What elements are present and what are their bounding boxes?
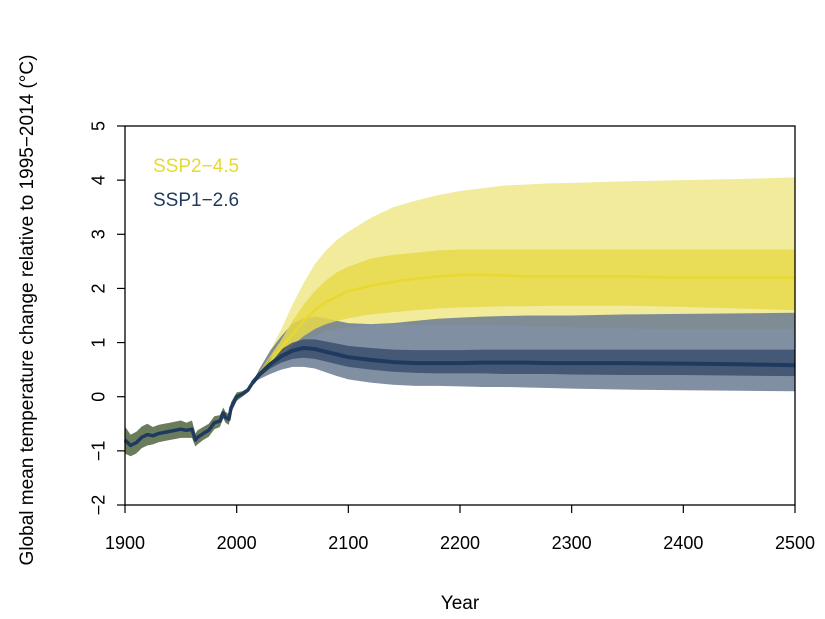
- x-tick-label: 2500: [775, 533, 815, 553]
- y-tick-label: 5: [88, 121, 108, 131]
- legend: SSP2−4.5 SSP1−2.6: [153, 156, 239, 211]
- y-tick-label: 3: [88, 229, 108, 239]
- ssp126-median-line: [250, 345, 796, 385]
- y-axis: −2 −1 0 1 2 3 4 5: [88, 121, 125, 515]
- y-tick-label: 1: [88, 338, 108, 348]
- historical-band: [125, 380, 253, 457]
- y-axis-title: Global mean temperature change relative …: [17, 55, 38, 566]
- x-tick-label: 1900: [105, 533, 145, 553]
- series-lines: [123, 273, 796, 448]
- historical-line: [123, 382, 254, 448]
- legend-entry-ssp126: SSP1−2.6: [153, 190, 239, 211]
- ssp245-median-line: [251, 273, 795, 384]
- x-tick-label: 2000: [217, 533, 257, 553]
- x-tick-label: 2200: [440, 533, 480, 553]
- y-tick-label: 0: [88, 392, 108, 402]
- legend-entry-ssp245: SSP2−4.5: [153, 156, 239, 177]
- x-tick-label: 2300: [552, 533, 592, 553]
- y-tick-label: 4: [88, 175, 108, 185]
- y-tick-label: −2: [88, 495, 108, 516]
- y-tick-label: −1: [88, 441, 108, 462]
- y-tick-label: 2: [88, 283, 108, 293]
- x-tick-label: 2100: [328, 533, 368, 553]
- x-axis-title: Year: [441, 593, 480, 614]
- x-tick-label: 2400: [663, 533, 703, 553]
- x-axis: 1900 2000 2100 2200 2300 2400 2500: [105, 505, 815, 553]
